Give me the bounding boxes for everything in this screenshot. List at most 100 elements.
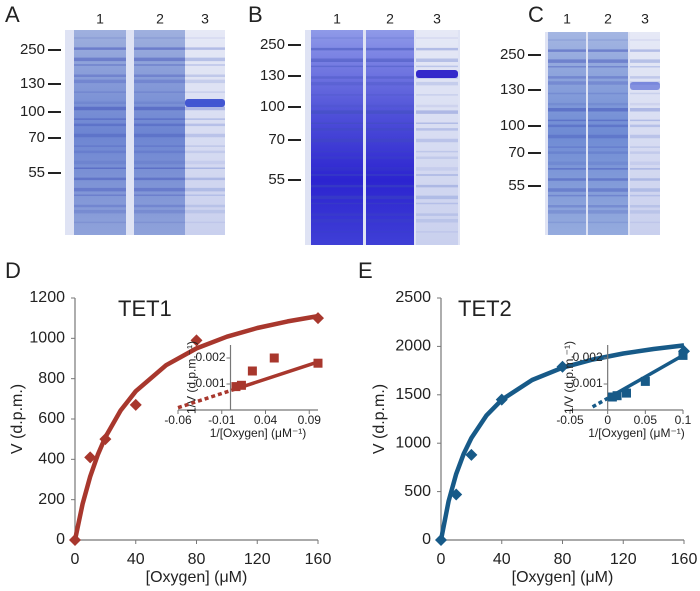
- x-tick-label: -0.06: [164, 413, 192, 427]
- data-point: [269, 353, 279, 363]
- y-axis-label: 1/V (d.p.m.⁻¹): [185, 341, 199, 414]
- gel-band-strong: [185, 99, 225, 107]
- lane-label: 1: [96, 11, 104, 27]
- x-tick-label: 120: [610, 551, 637, 568]
- x-tick-label: -0.01: [208, 413, 236, 427]
- y-tick-label: 600: [38, 410, 65, 427]
- x-tick-label: 160: [305, 551, 332, 568]
- x-tick-label: 0.09: [298, 413, 322, 427]
- gel-lane: [548, 32, 586, 235]
- gel-band-strong: [416, 70, 458, 78]
- data-point: [450, 488, 463, 501]
- y-axis-label: V (d.p.m.): [371, 384, 388, 454]
- chart-annotation: TET2: [458, 296, 512, 321]
- y-tick-label: 0: [56, 531, 65, 548]
- panel-letter: B: [248, 2, 263, 27]
- data-point: [231, 382, 241, 392]
- data-point: [190, 334, 203, 347]
- x-tick-label: 0.1: [675, 413, 692, 427]
- x-tick-label: -0.05: [556, 413, 584, 427]
- data-point: [435, 534, 447, 546]
- x-tick-label: 40: [493, 551, 511, 568]
- marker-label: 250: [260, 36, 285, 53]
- x-axis-label: 1/[Oxygen] (μM⁻¹): [588, 426, 685, 440]
- gel-band-strong: [630, 82, 660, 90]
- y-tick-label: 1000: [29, 330, 65, 347]
- fit-line: [609, 353, 684, 399]
- lane-label: 1: [333, 11, 341, 27]
- marker-label: 250: [500, 46, 525, 63]
- fit-extrapolation: [591, 395, 611, 409]
- marker-label: 55: [508, 177, 525, 194]
- x-tick-label: 0.05: [634, 413, 658, 427]
- y-tick-label: 2000: [395, 338, 431, 355]
- data-point: [236, 380, 246, 390]
- y-tick-label: 200: [38, 491, 65, 508]
- x-tick-label: 0: [71, 551, 80, 568]
- gel-lane: [630, 32, 660, 235]
- gel-lane: [588, 32, 628, 235]
- lane-label: 3: [641, 11, 649, 27]
- y-tick-label: 500: [404, 483, 431, 500]
- x-tick-label: 0: [437, 551, 446, 568]
- lane-label: 2: [604, 11, 612, 27]
- x-axis-label: [Oxygen] (μM): [146, 569, 248, 586]
- data-point: [640, 376, 650, 386]
- data-point: [556, 360, 569, 373]
- x-tick-label: 80: [554, 551, 572, 568]
- x-axis-label: 1/[Oxygen] (μM⁻¹): [210, 426, 307, 440]
- panel-letter: D: [5, 258, 21, 283]
- data-point: [313, 358, 323, 368]
- lane-label: 2: [386, 11, 394, 27]
- fit-extrapolation: [177, 387, 236, 410]
- lane-label: 2: [156, 11, 164, 27]
- y-tick-label: 0.002: [573, 350, 603, 364]
- x-tick-label: 120: [244, 551, 271, 568]
- gel-lane: [416, 30, 458, 245]
- gel-lane: [366, 30, 414, 245]
- marker-label: 130: [500, 81, 525, 98]
- data-point: [247, 366, 257, 376]
- y-tick-label: 0: [422, 531, 431, 548]
- y-axis-label: 1/V (d.p.m.⁻¹): [562, 341, 576, 414]
- marker-label: 70: [268, 131, 285, 148]
- data-point: [678, 350, 688, 360]
- gel-lane: [185, 30, 225, 235]
- x-tick-label: 0: [604, 413, 611, 427]
- data-point: [612, 391, 622, 401]
- data-point: [607, 392, 617, 402]
- y-tick-label: 0.001: [195, 376, 225, 390]
- y-tick-label: 1200: [29, 289, 65, 306]
- data-point: [312, 312, 324, 325]
- fit-line: [72, 313, 319, 541]
- x-axis-label: [Oxygen] (μM): [512, 569, 614, 586]
- marker-label: 70: [28, 129, 45, 146]
- marker-label: 70: [508, 144, 525, 161]
- lane-label: 1: [563, 11, 571, 27]
- marker-label: 130: [20, 75, 45, 92]
- lane-label: 3: [201, 11, 209, 27]
- data-point: [84, 451, 97, 464]
- y-tick-label: 2500: [395, 289, 431, 306]
- gel-lane: [134, 30, 186, 235]
- gel-lane: [74, 30, 126, 235]
- marker-label: 100: [260, 98, 285, 115]
- y-tick-label: 1500: [395, 386, 431, 403]
- y-tick-label: 0.002: [195, 350, 225, 364]
- data-point: [622, 388, 631, 398]
- panel-letter: A: [5, 2, 20, 27]
- panel-letter: C: [528, 2, 544, 27]
- fit-line: [234, 360, 319, 391]
- marker-label: 55: [28, 164, 45, 181]
- data-point: [465, 448, 478, 461]
- y-tick-label: 400: [38, 451, 65, 468]
- marker-label: 100: [500, 117, 525, 134]
- marker-label: 55: [268, 171, 285, 188]
- y-tick-label: 0.001: [573, 376, 603, 390]
- y-tick-label: 800: [38, 370, 65, 387]
- data-point: [99, 433, 112, 446]
- gel-lane: [311, 30, 363, 245]
- marker-label: 130: [260, 67, 285, 84]
